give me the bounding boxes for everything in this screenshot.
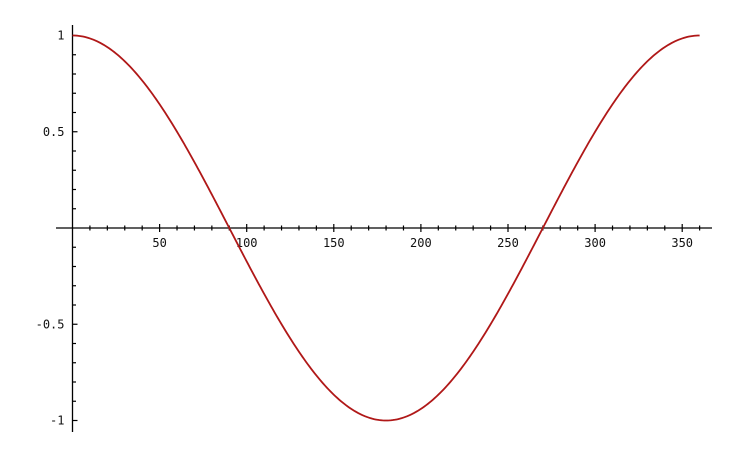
- y-tick-label: 1: [57, 29, 64, 43]
- tick-labels: 50 100 150 200 250 300 350 1 0.5 -0.5 -1: [36, 29, 693, 428]
- ticks: [72, 34, 701, 422]
- x-tick-label: 100: [236, 236, 258, 250]
- x-tick-label: 200: [410, 236, 432, 250]
- y-tick-label: -1: [50, 414, 64, 428]
- x-tick-label: 150: [323, 236, 345, 250]
- x-tick-label: 50: [152, 236, 166, 250]
- axes: [56, 25, 712, 432]
- x-tick-label: 300: [584, 236, 606, 250]
- cosine-curve: [72, 34, 700, 422]
- y-tick-label: 0.5: [43, 125, 65, 139]
- plot-area: [72, 34, 700, 422]
- y-tick-label: -0.5: [36, 317, 65, 331]
- x-tick-label: 250: [497, 236, 519, 250]
- x-tick-label: 350: [671, 236, 693, 250]
